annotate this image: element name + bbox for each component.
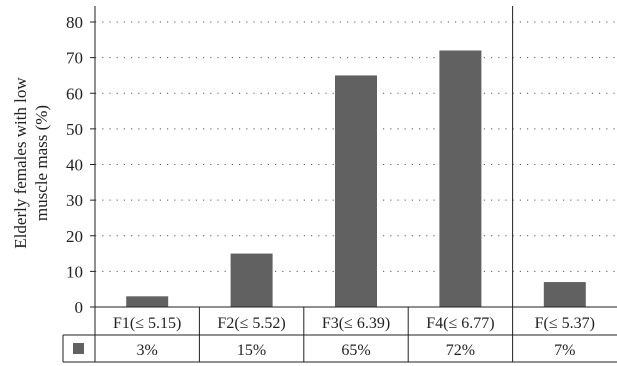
y-axis-label-line-2: muscle mass (%): [32, 105, 51, 221]
bars: [126, 50, 586, 307]
value-label: 72%: [446, 342, 475, 359]
legend-swatch: [73, 343, 84, 354]
bar-1: [126, 296, 169, 307]
bar-2: [230, 253, 273, 307]
y-axis-label-line-1: Elderly females with low: [11, 77, 30, 249]
y-tick-label: 0: [75, 298, 84, 317]
y-tick-label: 20: [66, 227, 83, 246]
bar-3: [335, 75, 377, 307]
y-tick-label: 40: [66, 156, 83, 175]
category-label: F(≤ 5.37): [535, 315, 595, 332]
bar-5: [543, 282, 586, 307]
category-label: F2(≤ 5.52): [217, 315, 285, 332]
bar-4: [439, 50, 482, 307]
axes: [90, 6, 617, 362]
category-label: F3(≤ 6.39): [322, 315, 390, 332]
y-tick-label: 30: [66, 191, 83, 210]
category-label: F4(≤ 6.77): [426, 315, 494, 332]
category-label: F1(≤ 5.15): [113, 315, 181, 332]
data-table: F1(≤ 5.15) 3% F2(≤ 5.52) 15% F3(≤ 6.39) 65% F4…: [62, 307, 617, 363]
value-label: 65%: [341, 342, 370, 359]
y-tick-label: 10: [66, 262, 83, 281]
gridlines: [95, 21, 617, 272]
y-tick-label: 70: [66, 49, 83, 68]
y-tick-label: 80: [66, 13, 83, 32]
value-label: 7%: [554, 342, 575, 359]
value-label: 3%: [137, 342, 158, 359]
value-label: 15%: [237, 342, 266, 359]
y-tick-label: 60: [66, 84, 83, 103]
y-tick-labels: 0 10 20 30 40 50 60 70 80: [66, 13, 83, 317]
y-tick-label: 50: [66, 120, 83, 139]
